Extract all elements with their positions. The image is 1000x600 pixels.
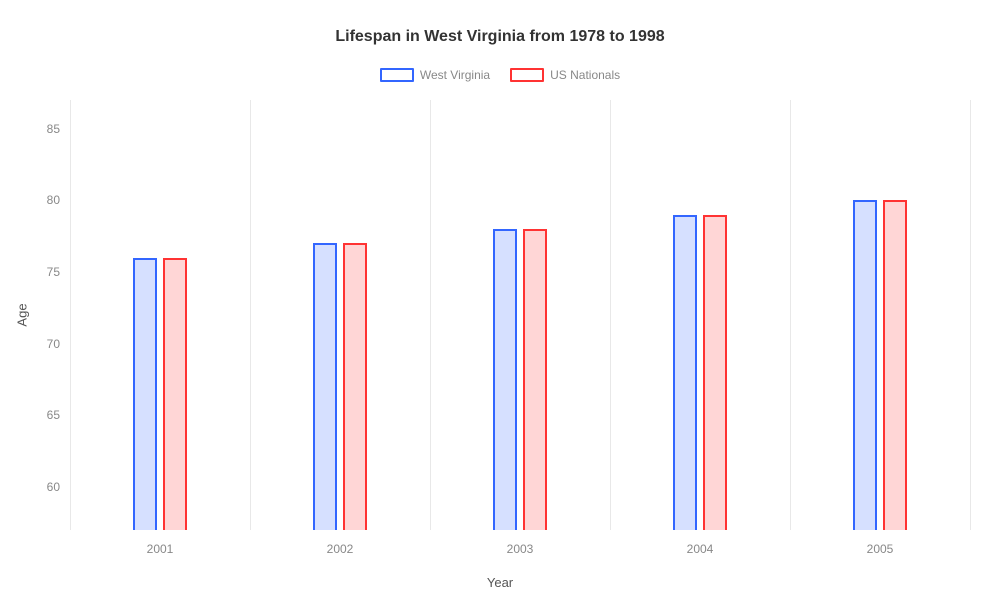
legend: West Virginia US Nationals <box>0 68 1000 82</box>
bar <box>133 258 157 530</box>
bar <box>313 243 337 530</box>
x-tick-label: 2004 <box>687 542 714 556</box>
y-tick-label: 70 <box>47 337 60 351</box>
legend-item-us-nationals: US Nationals <box>510 68 620 82</box>
legend-swatch-us-nationals <box>510 68 544 82</box>
x-tick-label: 2003 <box>507 542 534 556</box>
legend-label: West Virginia <box>420 68 490 82</box>
bar <box>523 229 547 530</box>
legend-item-west-virginia: West Virginia <box>380 68 490 82</box>
bar <box>343 243 367 530</box>
x-tick-label: 2005 <box>867 542 894 556</box>
gridline-vertical <box>790 100 791 530</box>
gridline-vertical <box>250 100 251 530</box>
chart-title: Lifespan in West Virginia from 1978 to 1… <box>0 0 1000 46</box>
gridline-vertical <box>610 100 611 530</box>
y-tick-label: 65 <box>47 408 60 422</box>
gridline-vertical <box>70 100 71 530</box>
gridline-vertical <box>430 100 431 530</box>
y-axis-label: Age <box>15 303 30 326</box>
gridline-vertical <box>970 100 971 530</box>
bar <box>883 200 907 530</box>
x-tick-label: 2002 <box>327 542 354 556</box>
x-tick-label: 2001 <box>147 542 174 556</box>
y-tick-label: 80 <box>47 193 60 207</box>
y-tick-label: 60 <box>47 480 60 494</box>
bar <box>673 215 697 530</box>
y-tick-label: 85 <box>47 122 60 136</box>
bar <box>853 200 877 530</box>
bar <box>163 258 187 530</box>
bar <box>493 229 517 530</box>
legend-label: US Nationals <box>550 68 620 82</box>
x-axis-label: Year <box>487 575 513 590</box>
legend-swatch-west-virginia <box>380 68 414 82</box>
y-tick-label: 75 <box>47 265 60 279</box>
chart-container: Lifespan in West Virginia from 1978 to 1… <box>0 0 1000 600</box>
plot-area: 20012002200320042005606570758085 <box>70 100 970 530</box>
bar <box>703 215 727 530</box>
